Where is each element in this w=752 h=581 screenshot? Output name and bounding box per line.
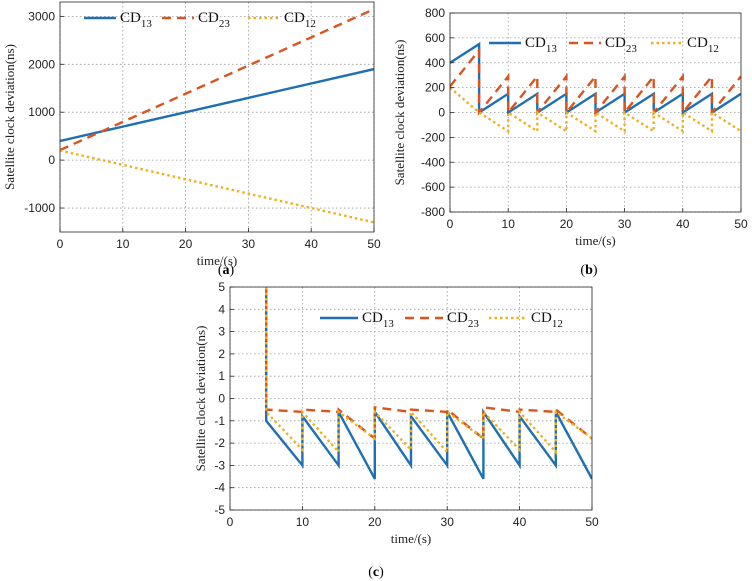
x-tick-label: 50 xyxy=(734,217,748,231)
legend-label-cd23: CD23 xyxy=(198,10,230,30)
x-tick-label: 40 xyxy=(513,515,527,529)
x-axis-label: time/(s) xyxy=(197,253,237,268)
legend-label-cd23: CD23 xyxy=(605,35,637,55)
x-tick-label: 50 xyxy=(367,237,381,251)
panel-c: 0 10 20 30 40 50 -5 -4 -3 -2 -1 0 1 2 3 4 5 time/(s) Satel… xyxy=(193,280,599,546)
y-axis-label: Satellite clock deviation(ns) xyxy=(193,326,208,472)
y-tick-label: 600 xyxy=(425,31,445,45)
y-tick-label: -1 xyxy=(214,414,225,428)
y-tick-label: 3000 xyxy=(28,9,55,23)
x-tick-label: 10 xyxy=(502,217,516,231)
x-tick-label: 20 xyxy=(560,217,574,231)
series-line-cd23 xyxy=(265,287,592,442)
x-tick-label: 30 xyxy=(441,515,455,529)
legend-label-cd13: CD13 xyxy=(525,35,557,55)
legend-label-cd13: CD13 xyxy=(120,10,152,30)
y-tick-label: 2000 xyxy=(28,57,55,71)
x-tick-label: 30 xyxy=(242,237,256,251)
y-axis-label: Satellite clock deviation(ns) xyxy=(392,40,407,186)
x-axis-label: time/(s) xyxy=(391,531,431,546)
x-tick-label: 0 xyxy=(227,515,234,529)
y-tick-label: -5 xyxy=(214,503,225,517)
plot-area xyxy=(60,2,374,232)
y-tick-label: -3 xyxy=(214,458,225,472)
y-tick-label: -800 xyxy=(421,205,445,219)
panel-a: 0 10 20 30 40 50 -1000 0 1000 2000 3000 time/(s) Sat… xyxy=(2,1,381,268)
series-group xyxy=(450,41,741,134)
y-tick-label: 2 xyxy=(218,347,225,361)
series-line-cd12 xyxy=(60,149,374,224)
y-tick-label: 5 xyxy=(218,280,225,294)
y-tick-label: 0 xyxy=(438,106,445,120)
y-tick-label: -2 xyxy=(214,436,225,450)
x-tick-label: 0 xyxy=(57,237,64,251)
x-tick-label: 50 xyxy=(585,515,599,529)
panel-label-b: (b) xyxy=(580,263,597,278)
x-tick-label: 20 xyxy=(179,237,193,251)
panel-label-a: (a) xyxy=(218,263,235,278)
series-group xyxy=(265,287,592,480)
axes-frame xyxy=(59,1,375,233)
panel-b: 0 10 20 30 40 50 -800 -600 -400 -200 0 200 400 600 800… xyxy=(392,6,748,248)
x-tick-label: 40 xyxy=(676,217,690,231)
y-tick-label: 4 xyxy=(218,302,225,316)
x-tick-label: 0 xyxy=(447,217,454,231)
y-tick-label: -4 xyxy=(214,481,225,495)
x-tick-label: 20 xyxy=(368,515,382,529)
panel-label-c: (c) xyxy=(368,565,384,580)
y-tick-label: -400 xyxy=(421,155,445,169)
series-line-cd12 xyxy=(265,287,592,456)
y-tick-label: 200 xyxy=(425,81,445,95)
legend-label-cd13: CD13 xyxy=(362,310,394,330)
y-tick-label: 3 xyxy=(218,325,225,339)
legend-label-cd12: CD12 xyxy=(687,35,719,55)
y-tick-label: -1000 xyxy=(24,201,55,215)
y-tick-label: 400 xyxy=(425,56,445,70)
y-tick-label: -600 xyxy=(421,180,445,194)
x-tick-label: 30 xyxy=(618,217,632,231)
y-tick-label: 0 xyxy=(48,153,55,167)
x-tick-label: 10 xyxy=(296,515,310,529)
legend-label-cd12: CD12 xyxy=(531,310,563,330)
series-line-cd23 xyxy=(450,46,741,116)
y-tick-label: 0 xyxy=(218,392,225,406)
x-tick-label: 10 xyxy=(116,237,130,251)
legend-label-cd23: CD23 xyxy=(447,310,479,330)
y-tick-label: 1 xyxy=(218,369,225,383)
series-line-cd13 xyxy=(60,67,374,143)
legend-label-cd12: CD12 xyxy=(284,10,316,30)
series-group xyxy=(60,8,374,224)
y-tick-label: -200 xyxy=(421,130,445,144)
y-axis-label: Satellite clock deviation(ns) xyxy=(2,44,17,190)
y-tick-label: 800 xyxy=(425,6,445,20)
x-axis-label: time/(s) xyxy=(575,233,615,248)
y-tick-label: 1000 xyxy=(28,105,55,119)
series-line-cd23 xyxy=(60,8,374,152)
x-tick-label: 40 xyxy=(305,237,319,251)
